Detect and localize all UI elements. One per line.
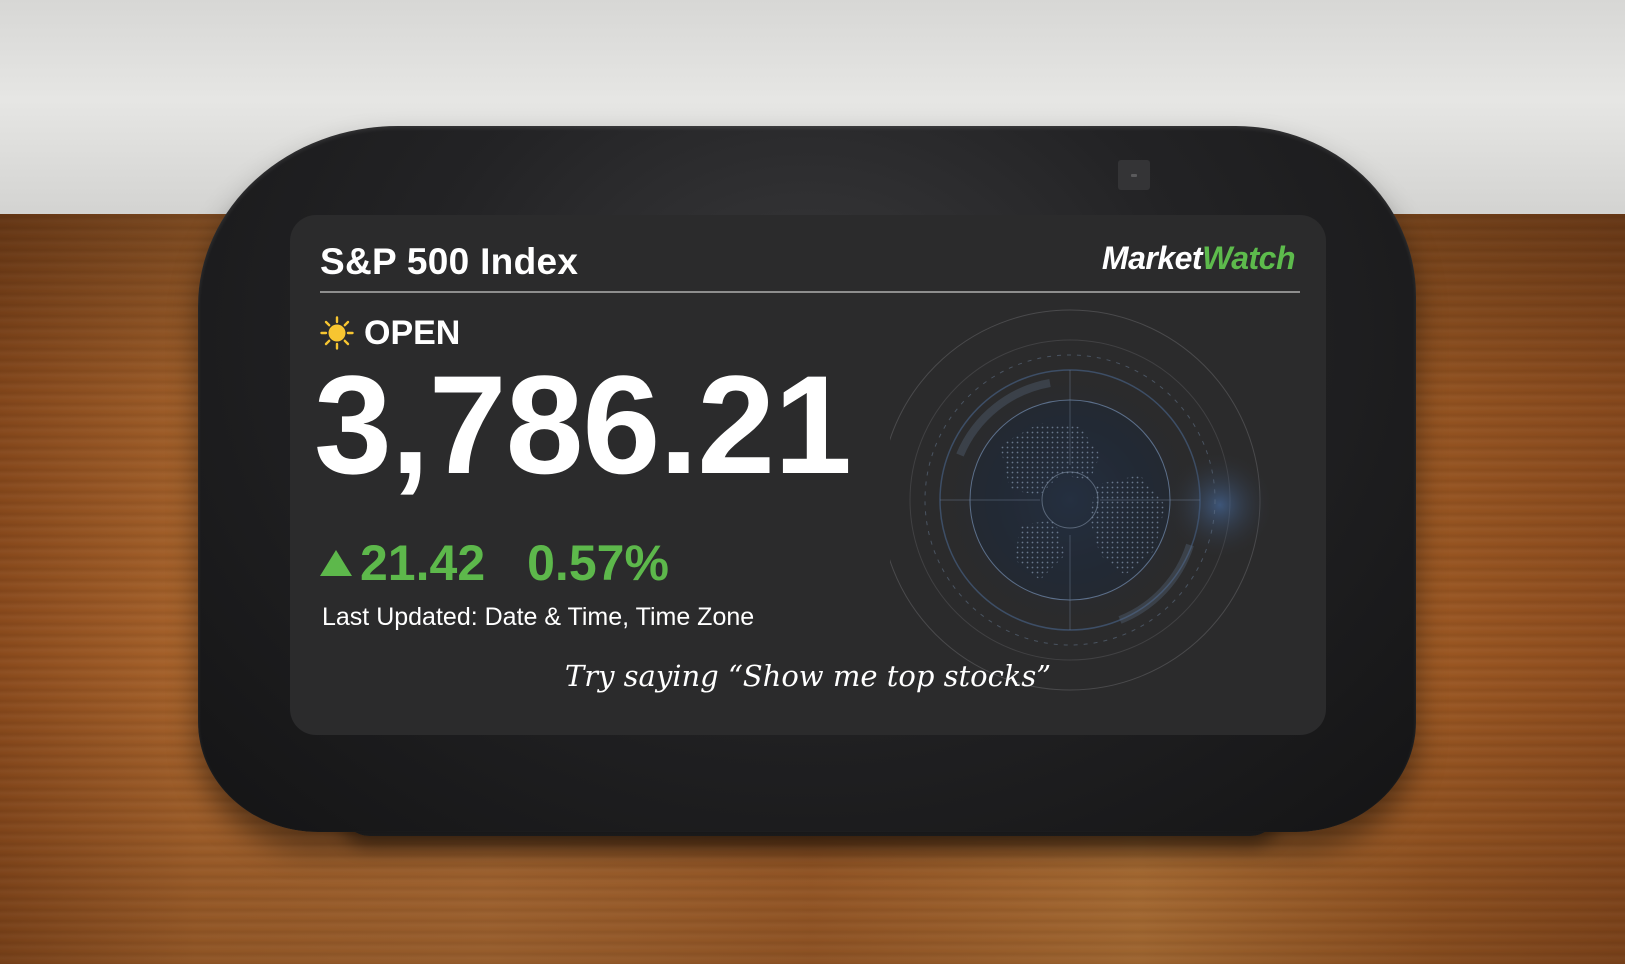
header-divider [320, 291, 1300, 293]
globe-icon [890, 309, 1275, 691]
camera-shutter-icon [1118, 160, 1150, 190]
index-price: 3,786.21 [314, 346, 852, 503]
triangle-up-icon [320, 550, 352, 576]
sun-icon [320, 316, 354, 350]
change-points: 21.42 [360, 535, 486, 591]
logo-text-market: Market [1101, 240, 1203, 276]
logo-text-watch: Watch [1202, 240, 1295, 276]
price-change: 21.42 0.57% [320, 533, 669, 593]
marketwatch-logo: MarketWatch [1101, 240, 1296, 277]
index-title: S&P 500 Index [320, 241, 579, 282]
voice-hint: Try saying “Show me top stocks” [564, 659, 1052, 693]
last-updated: Last Updated: Date & Time, Time Zone [322, 603, 755, 631]
market-status: OPEN [320, 311, 460, 355]
market-status-label: OPEN [364, 313, 461, 352]
header: S&P 500 Index MarketWatch [320, 235, 1300, 287]
device-screen[interactable]: S&P 500 Index MarketWatch O [290, 215, 1326, 735]
change-percent: 0.57% [527, 535, 669, 591]
